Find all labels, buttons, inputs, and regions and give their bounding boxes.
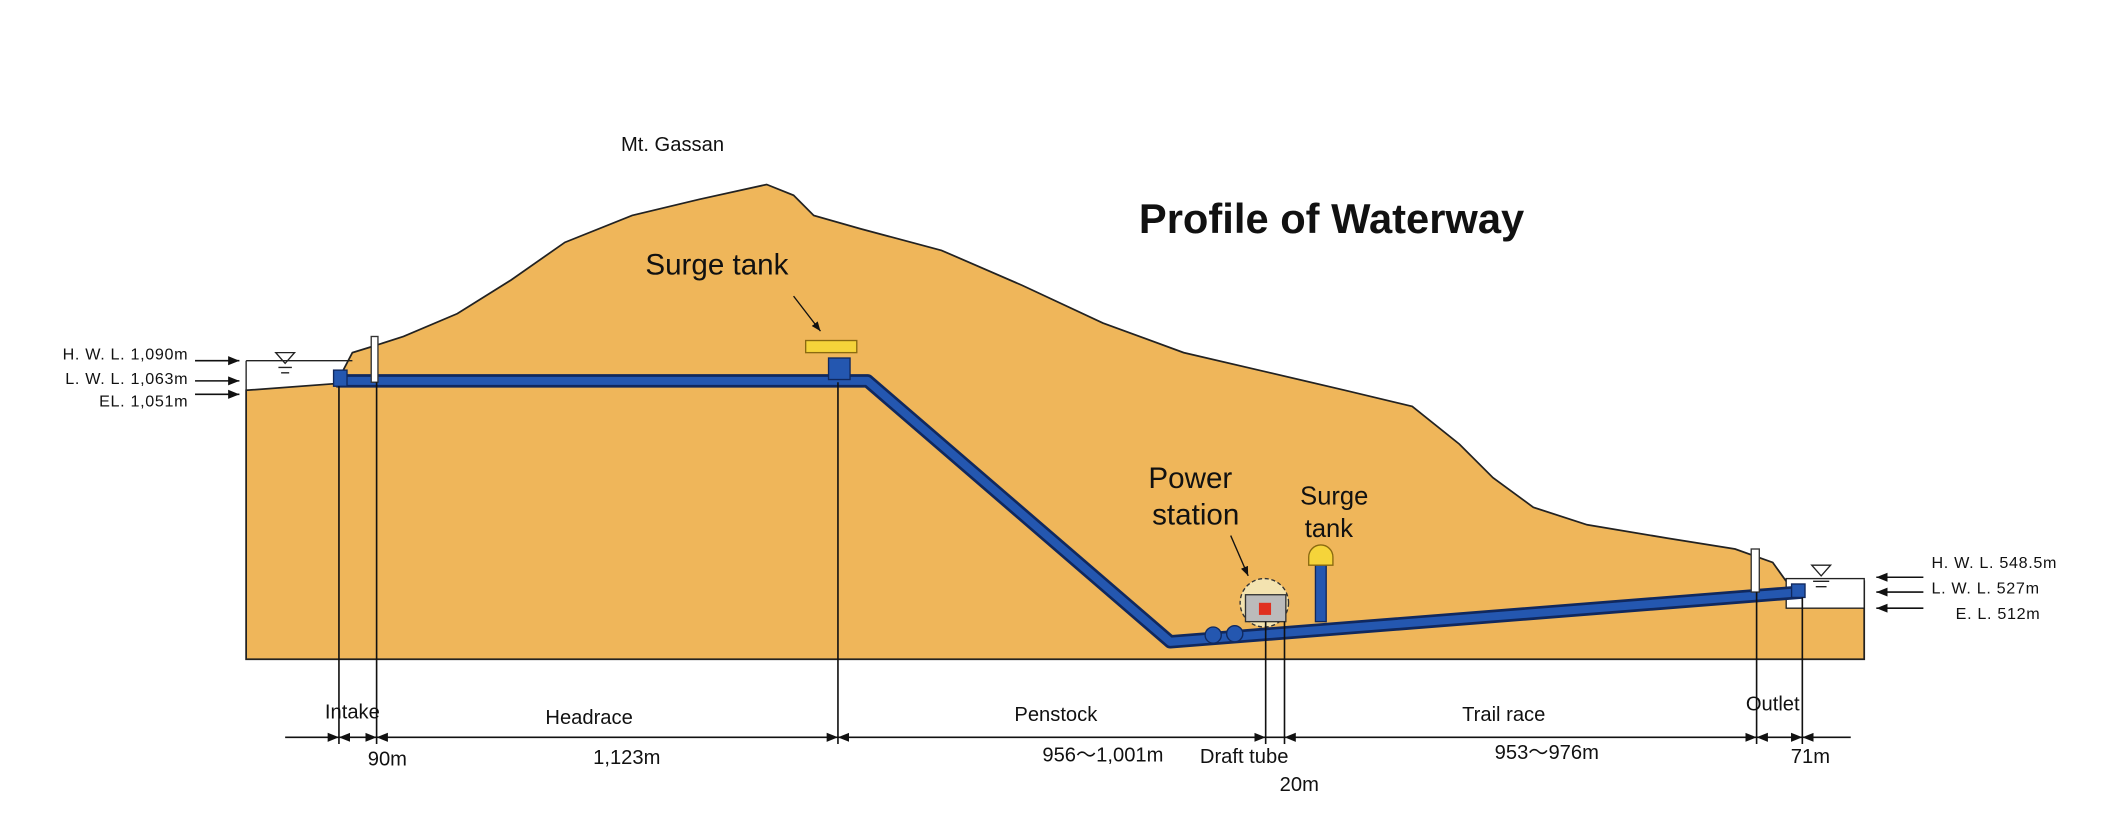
valve: [1204, 626, 1222, 644]
level-label: EL. 1,051m: [99, 393, 188, 411]
surge-tank-chamber: [1308, 544, 1334, 566]
waterway-pipe: [336, 376, 1803, 646]
intake-gate: [370, 335, 379, 383]
water-symbol: [1810, 564, 1833, 588]
section-name: Headrace: [545, 707, 632, 729]
water-symbol: [274, 351, 297, 374]
section-name: Draft tube: [1200, 746, 1289, 768]
dimension-lines: [285, 382, 1851, 745]
section-length: 90m: [368, 748, 407, 770]
level-label: H. W. L. 1,090m: [63, 346, 189, 364]
leader-line: [793, 295, 821, 332]
section-name: Penstock: [1014, 704, 1098, 726]
terrain: [245, 183, 1866, 661]
section-length: 953～976m: [1495, 742, 1599, 764]
section-name: Outlet: [1746, 693, 1800, 715]
section-name: Intake: [325, 701, 380, 723]
section-name: Trail race: [1462, 704, 1545, 726]
power-station-label: Power: [1148, 462, 1232, 495]
surge-tank-label: Surge: [1300, 483, 1368, 511]
valve: [1225, 624, 1244, 643]
surge-tank-shaft: [827, 357, 851, 381]
power-station-label: station: [1152, 499, 1239, 532]
surge-tank-label: Surge tank: [645, 248, 788, 281]
level-label: E. L. 512m: [1956, 605, 2041, 623]
title: Profile of Waterway: [1139, 195, 1524, 242]
surge-tank-shaft: [1314, 561, 1327, 623]
section-length: 20m: [1280, 774, 1319, 796]
intake-structure: [332, 369, 348, 387]
section-length: 1,123m: [593, 747, 660, 769]
section-length: 71m: [1791, 746, 1830, 768]
outlet-gate: [1750, 548, 1760, 593]
generator: [1258, 602, 1272, 615]
leader-line: [1230, 535, 1249, 577]
mountain-label: Mt. Gassan: [621, 134, 724, 156]
level-label: L. W. L. 527m: [1931, 580, 2039, 598]
surge-tank-label: tank: [1305, 515, 1354, 543]
level-label: H. W. L. 548.5m: [1931, 554, 2057, 572]
outlet-structure: [1790, 583, 1806, 599]
level-label: L. W. L. 1,063m: [65, 370, 188, 388]
surge-tank-chamber: [804, 339, 858, 354]
section-length: 956～1,001m: [1042, 744, 1163, 766]
level-arrows: [195, 356, 1924, 613]
